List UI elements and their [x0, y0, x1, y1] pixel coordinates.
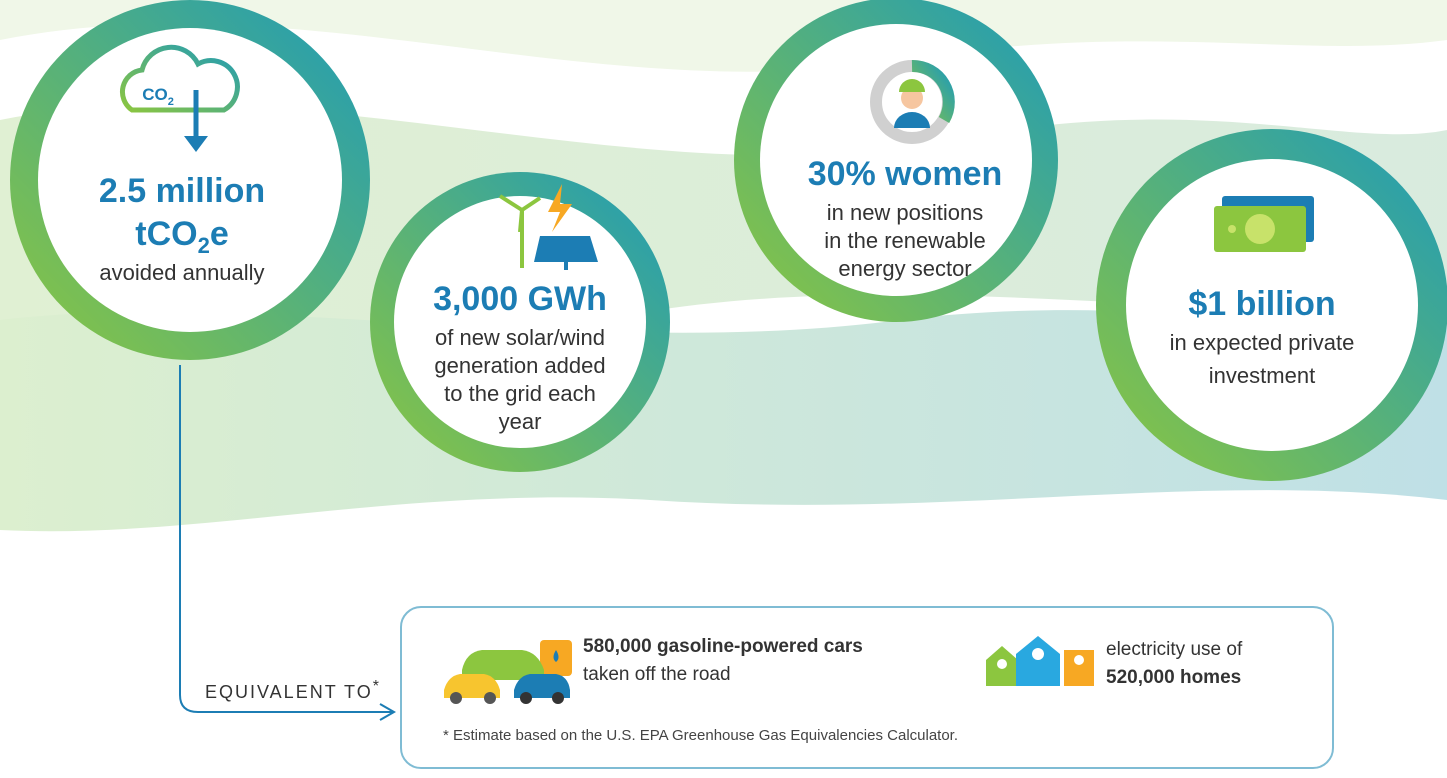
body-line: in the renewable [824, 228, 985, 253]
headline: 2.5 million [99, 172, 265, 210]
headline-sub: 2 [198, 233, 210, 258]
headline: tCO2e [135, 215, 229, 258]
cars-text: taken off the road [583, 664, 731, 685]
equivalent-mark: * [373, 678, 381, 695]
homes-text: electricity use of [1106, 639, 1243, 660]
headline-text: e [210, 215, 229, 253]
headline: 3,000 GWh [433, 280, 607, 318]
stat-circle: CO2 2.5 million tCO2e avoided annually [10, 0, 370, 360]
body-line: year [499, 409, 542, 434]
headline-text: tCO [135, 215, 197, 253]
headline: $1 billion [1188, 285, 1335, 323]
body-line: generation added [434, 353, 605, 378]
body-line: in expected private [1170, 330, 1355, 355]
equivalent-text: EQUIVALENT TO [205, 682, 373, 702]
page: {"circles": [ {"icon_text": {"main": "CO… [0, 0, 1447, 778]
body-line: of new solar/wind [435, 325, 605, 350]
stat-circle: 3,000 GWh of new solar/wind generation a… [370, 172, 670, 472]
cars-bold: 580,000 gasoline-powered cars [583, 636, 863, 657]
icon-sub: 2 [168, 96, 174, 108]
equivalent-label: EQUIVALENT TO* [205, 678, 381, 702]
infographic: CO2 2.5 million tCO2e avoided annually 3… [0, 0, 1447, 778]
headline: 30% women [808, 155, 1003, 193]
stat-circle: 30% women in new positions in the renewa… [734, 0, 1058, 322]
body-line: energy sector [838, 256, 971, 281]
homes-bold: 520,000 homes [1106, 667, 1241, 688]
body-line: in new positions [827, 200, 984, 225]
body-line: investment [1209, 363, 1315, 388]
stat-circle: $1 billion in expected private investmen… [1096, 129, 1447, 481]
icon-text: CO [142, 85, 168, 104]
body-line: avoided annually [99, 260, 264, 285]
body-line: to the grid each [444, 381, 596, 406]
footnote: * Estimate based on the U.S. EPA Greenho… [443, 727, 958, 744]
